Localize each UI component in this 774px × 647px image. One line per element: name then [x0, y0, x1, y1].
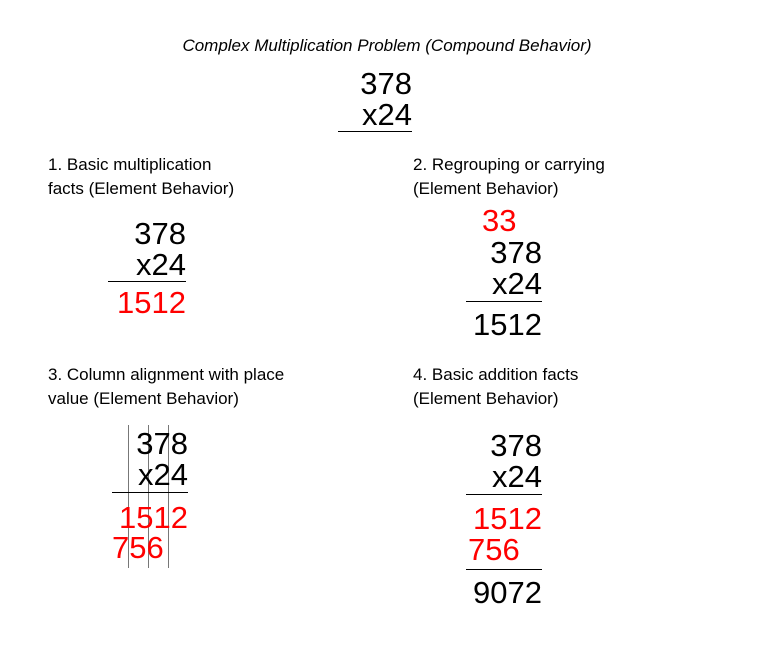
panel1-multiplicand: 378 [134, 216, 186, 251]
panel1-heading-line2: facts (Element Behavior) [48, 179, 235, 198]
column-divider-3 [168, 425, 169, 568]
panel1-product: 1512 [117, 285, 186, 320]
diagram-title: Complex Multiplication Problem (Compound… [182, 36, 592, 55]
column-divider-1 [128, 425, 129, 568]
panel1-underline [108, 281, 186, 282]
main-underline [338, 131, 412, 132]
panel4-sum-line [466, 569, 542, 570]
panel3-multiplicand: 378 [136, 426, 188, 461]
panel3-heading-line2: value (Element Behavior) [48, 389, 239, 408]
panel2-product: 1512 [473, 307, 542, 342]
panel2-multiplier: x24 [492, 266, 542, 301]
column-divider-2 [148, 425, 149, 568]
panel3-multiplier: x24 [138, 457, 188, 492]
panel2-heading-line1: 2. Regrouping or carrying [413, 155, 605, 174]
panel2-underline [466, 301, 542, 302]
panel3-partial-product-1: 1512 [119, 500, 188, 535]
panel4-partial-product-2: 756 [468, 532, 520, 567]
panel4-multiplicand: 378 [490, 428, 542, 463]
main-multiplier: x24 [362, 97, 412, 132]
panel3-heading-line1: 3. Column alignment with place [48, 365, 285, 384]
panel4-multiplier: x24 [492, 459, 542, 494]
main-multiplicand: 378 [360, 66, 412, 101]
panel1-multiplier: x24 [136, 247, 186, 282]
panel4-heading-line2: (Element Behavior) [413, 389, 559, 408]
panel2-multiplicand: 378 [490, 235, 542, 270]
panel4-heading-line1: 4. Basic addition facts [413, 365, 579, 384]
panel2-heading-line2: (Element Behavior) [413, 179, 559, 198]
panel3-partial-product-2: 756 [112, 530, 164, 565]
panel3-underline [112, 492, 188, 493]
panel4-final-sum: 9072 [473, 575, 542, 610]
panel2-carry-digits: 33 [482, 203, 517, 238]
panel1-heading-line1: 1. Basic multiplication [48, 155, 212, 174]
panel4-underline [466, 494, 542, 495]
panel4-partial-product-1: 1512 [473, 501, 542, 536]
